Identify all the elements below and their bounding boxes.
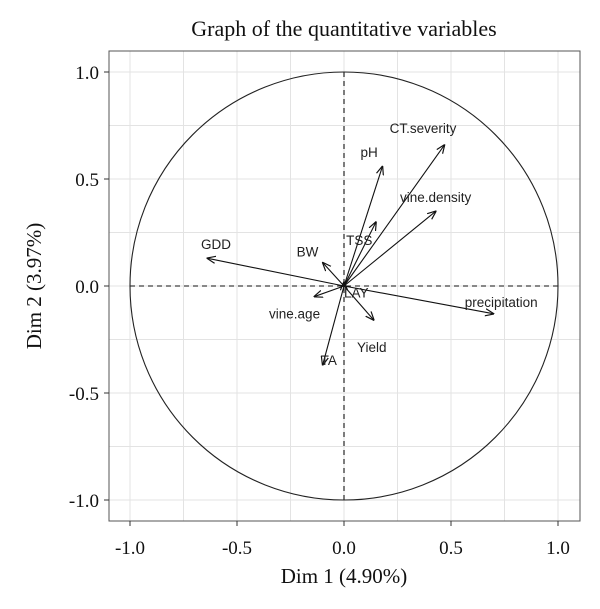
arrow-yield: [343, 285, 374, 320]
label-yield: Yield: [357, 340, 387, 355]
arrow-vine-density: [343, 211, 436, 287]
x-tick-label: -0.5: [222, 538, 252, 559]
arrow-precipitation: [343, 285, 494, 314]
axis-layer: -1.0 -0.5 0.0 0.5 1.0 1.0 0.5 0.0 -0.5 -1.0: [69, 63, 570, 559]
y-tick-label: 0.0: [75, 277, 99, 298]
label-ph: pH: [361, 145, 378, 160]
label-bw: BW: [297, 244, 319, 259]
x-tick-label: 0.0: [332, 538, 356, 559]
x-tick-label: 0.5: [439, 538, 463, 559]
label-gdd: GDD: [201, 237, 231, 252]
circle-layer: [129, 71, 559, 501]
label-ct-severity: CT.severity: [390, 121, 457, 136]
label-vine-density: vine.density: [400, 190, 472, 205]
x-tick-label: -1.0: [115, 538, 145, 559]
correlation-circle: [129, 71, 559, 501]
arrow-ph: [343, 166, 383, 287]
y-tick-label: 0.5: [75, 170, 99, 191]
label-lay: LAY: [344, 286, 369, 301]
arrow-layer: [207, 145, 494, 365]
label-precipitation: precipitation: [465, 295, 538, 310]
x-tick-label: 1.0: [546, 538, 570, 559]
label-layer: CT.severity pH vine.density TSS GDD BW LAY prec…: [201, 121, 538, 368]
y-tick-label: -1.0: [69, 491, 99, 512]
arrow-ct-severity: [343, 145, 445, 287]
label-tss: TSS: [346, 233, 372, 248]
y-tick-label: 1.0: [75, 63, 99, 84]
arrow-ta: [323, 285, 345, 365]
y-axis-label: Dim 2 (3.97%): [22, 223, 46, 350]
x-axis-label: Dim 1 (4.90%): [281, 564, 408, 588]
y-tick-label: -0.5: [69, 384, 99, 405]
label-vine-age: vine.age: [269, 307, 320, 322]
label-ta: TA: [321, 353, 337, 368]
arrow-gdd: [207, 258, 345, 287]
arrow-vine-age: [314, 285, 345, 297]
arrow-tss: [343, 222, 376, 287]
chart-title: Graph of the quantitative variables: [191, 16, 496, 41]
